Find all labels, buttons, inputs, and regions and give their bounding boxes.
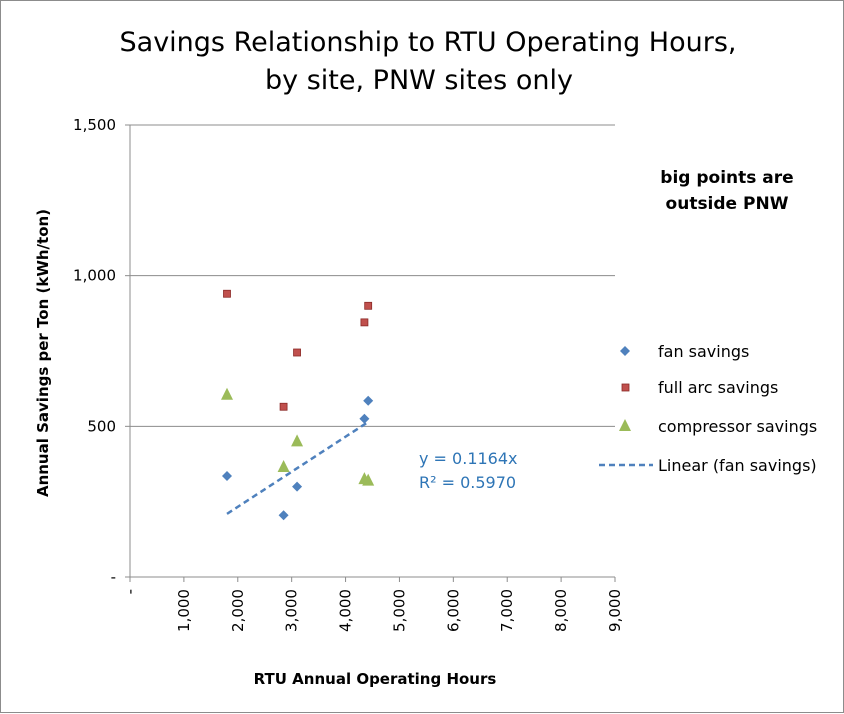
full-arc-savings-point-2	[293, 348, 301, 357]
compressor-savings-point-2	[291, 434, 304, 447]
trendline-layer	[226, 420, 369, 515]
y-tick-label-2: 1,000	[73, 267, 116, 285]
legend-label-full-arc-savings: full arc savings	[658, 378, 778, 397]
x-tick-label-9: 9,000	[606, 589, 624, 632]
trendline-equation: y = 0.1164x	[419, 449, 518, 468]
gridlines	[130, 124, 615, 427]
x-tick-label-7: 7,000	[498, 589, 516, 632]
compressor-savings-point-4	[362, 473, 375, 486]
legend-item-compressor-savings: compressor savings	[619, 417, 817, 436]
x-tick-label-3: 3,000	[283, 589, 301, 632]
fan-savings-point-4	[363, 395, 374, 406]
y-tick-labels: - 500 1,000 1,500	[73, 116, 116, 586]
legend-label-trendline: Linear (fan savings)	[658, 456, 817, 475]
legend-item-full-arc-savings: full arc savings	[621, 378, 778, 397]
legend-item-fan-savings: fan savings	[620, 342, 749, 361]
x-axis-title: RTU Annual Operating Hours	[254, 670, 497, 688]
legend: fan savings full arc savings compressor …	[599, 342, 817, 475]
fan-savings-point-2	[292, 481, 303, 492]
x-tick-label-1: 1,000	[175, 589, 193, 632]
legend-item-trendline: Linear (fan savings)	[599, 456, 817, 475]
x-tick-label-5: 5,000	[390, 589, 408, 632]
x-tick-label-6: 6,000	[444, 589, 462, 632]
y-axis-title: Annual Savings per Ton (kWh/ton)	[34, 209, 52, 497]
fan-savings-point-3	[359, 413, 370, 424]
x-tick-label-4: 4,000	[337, 589, 355, 632]
axes	[125, 124, 616, 582]
chart-title-line-2: by site, PNW sites only	[265, 65, 573, 96]
fan-savings-point-1	[278, 510, 289, 521]
legend-marker-square	[621, 383, 630, 392]
y-tick-label-0: -	[111, 568, 116, 586]
y-tick-label-1: 500	[87, 417, 116, 435]
x-tick-label-8: 8,000	[552, 589, 570, 632]
data-points	[221, 289, 375, 521]
legend-marker-triangle	[619, 419, 631, 431]
full-arc-savings-point-1	[279, 402, 288, 411]
annotation-line-2: outside PNW	[666, 194, 789, 214]
annotation-line-1: big points are	[660, 168, 793, 188]
legend-label-compressor-savings: compressor savings	[658, 417, 817, 436]
chart-title-line-1: Savings Relationship to RTU Operating Ho…	[120, 27, 737, 58]
trendline-fan-savings	[226, 420, 369, 515]
legend-label-fan-savings: fan savings	[658, 342, 749, 361]
legend-marker-diamond	[620, 346, 630, 356]
fan-savings-point-0	[222, 471, 232, 482]
full-arc-savings-point-4	[364, 301, 373, 310]
y-tick-label-3: 1,500	[73, 116, 116, 134]
x-tick-label-0: -	[121, 589, 139, 594]
compressor-savings-point-0	[221, 387, 233, 400]
full-arc-savings-point-3	[360, 318, 369, 327]
x-tick-label-2: 2,000	[229, 589, 247, 632]
compressor-savings-point-1	[277, 460, 290, 473]
full-arc-savings-point-0	[223, 289, 231, 298]
trendline-r-squared: R² = 0.5970	[419, 473, 516, 492]
x-tick-labels: - 1,000 2,000 3,000 4,000 5,000 6,000 7,000 8,00…	[121, 589, 624, 632]
